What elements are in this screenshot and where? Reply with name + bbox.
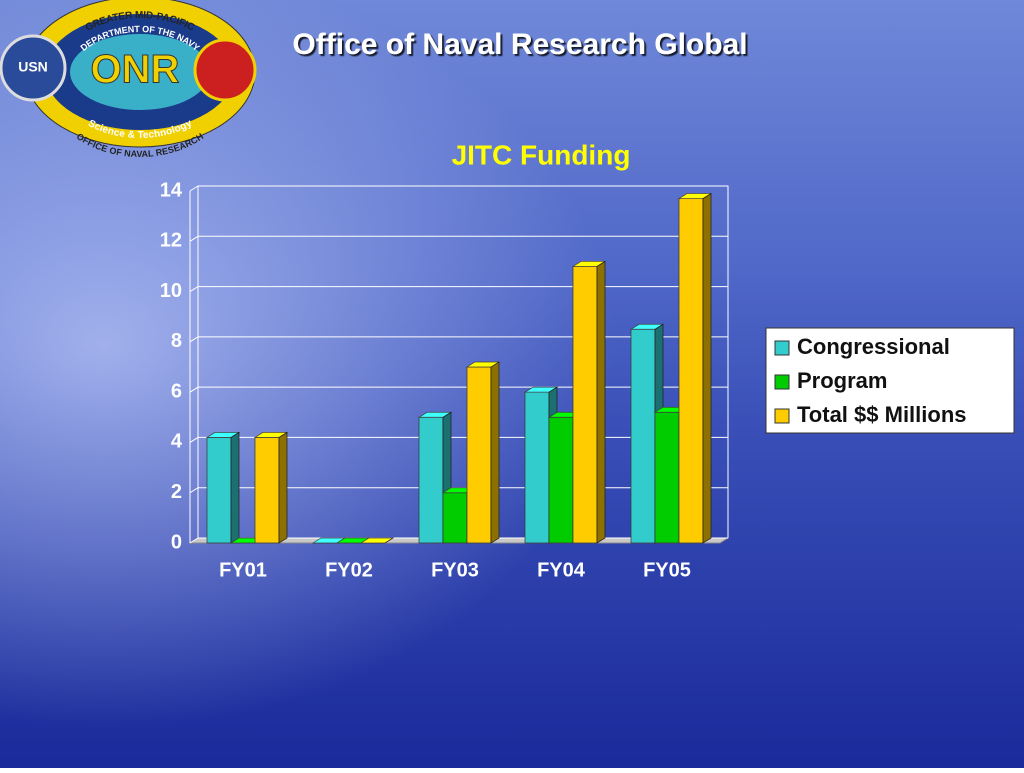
- bar-front: [524, 391, 550, 544]
- bar: [359, 537, 395, 544]
- y-tick-label: 2: [171, 481, 182, 503]
- grid-line: [189, 235, 728, 242]
- x-tick-label: FY02: [325, 559, 373, 581]
- logo-usn: USN: [18, 59, 48, 75]
- bar-front: [654, 411, 680, 544]
- x-tick-label: FY03: [431, 559, 479, 581]
- bar: [677, 192, 713, 544]
- bar-side: [384, 537, 394, 544]
- bar-front: [572, 266, 598, 544]
- logo-onr: ONR: [91, 48, 180, 92]
- bar-front: [466, 366, 492, 544]
- legend-box: [765, 327, 1015, 434]
- logo-globe: [70, 34, 210, 110]
- grid-line: [189, 336, 728, 343]
- bar: [465, 361, 501, 544]
- y-tick-label: 8: [171, 330, 182, 352]
- grid-line: [189, 286, 728, 292]
- y-tick-label: 14: [160, 179, 183, 201]
- bar-front: [418, 416, 444, 544]
- bar: [205, 431, 241, 544]
- bar-front: [206, 437, 232, 544]
- bar-front: [548, 416, 574, 544]
- bar-front: [678, 198, 704, 544]
- logo: USN ONR GREATER MID-PACIFIC DEPARTMENT O…: [0, 0, 257, 159]
- bar-side: [230, 431, 240, 544]
- grid-line: [189, 185, 728, 192]
- legend-label: Total $$ Millions: [797, 402, 967, 427]
- bar-front: [254, 437, 280, 544]
- legend-label: Congressional: [797, 334, 950, 359]
- bar: [571, 260, 607, 544]
- slide-title: Office of Naval Research Global: [292, 28, 747, 61]
- x-tick-label: FY01: [219, 559, 267, 581]
- chart-title: JITC Funding: [452, 139, 631, 170]
- y-tick-label: 10: [160, 280, 182, 302]
- y-tick-label: 12: [160, 230, 182, 252]
- logo-marine-seal: [193, 38, 257, 102]
- logo-navy-seal: [0, 34, 67, 102]
- bar-front: [630, 328, 656, 544]
- x-tick-label: FY05: [643, 559, 691, 581]
- y-tick-label: 6: [171, 380, 182, 402]
- bar-side: [278, 431, 288, 544]
- bar-front: [442, 492, 468, 544]
- legend-label: Program: [797, 368, 887, 393]
- legend-swatch: [774, 408, 790, 424]
- bar-side: [490, 361, 500, 544]
- bar-side: [702, 192, 712, 544]
- bar: [253, 431, 289, 544]
- bar-side: [596, 260, 606, 544]
- legend-swatch: [774, 340, 790, 356]
- y-tick-label: 4: [171, 431, 183, 453]
- x-tick-label: FY04: [537, 559, 586, 581]
- legend-swatch: [774, 374, 790, 390]
- y-tick-label: 0: [171, 531, 182, 553]
